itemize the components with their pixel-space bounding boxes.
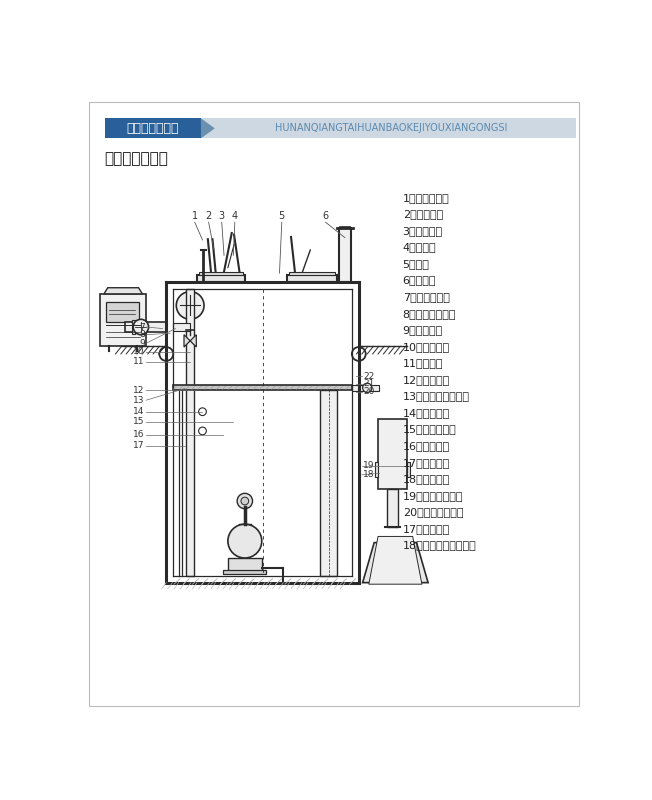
Text: 18: 18 — [363, 470, 375, 479]
Bar — [125, 322, 166, 332]
Bar — [387, 489, 398, 527]
Bar — [132, 320, 135, 334]
Bar — [287, 274, 337, 282]
Text: 20: 20 — [363, 387, 375, 396]
Text: 11、止回阀: 11、止回阀 — [403, 358, 443, 368]
Polygon shape — [369, 537, 422, 584]
Bar — [197, 274, 245, 282]
Text: 14、液位浮球: 14、液位浮球 — [403, 408, 450, 418]
Bar — [352, 385, 379, 391]
Text: 14: 14 — [134, 407, 145, 416]
Bar — [100, 294, 146, 346]
Text: 一体化泵站安装: 一体化泵站安装 — [105, 152, 169, 166]
Circle shape — [228, 524, 261, 558]
Text: 7: 7 — [139, 322, 145, 331]
Bar — [201, 118, 576, 138]
Text: 4: 4 — [231, 210, 238, 221]
Bar — [375, 462, 378, 477]
Text: 一体化预制泵站: 一体化预制泵站 — [126, 122, 179, 135]
Text: 21: 21 — [363, 379, 375, 389]
Text: 18、进水管道: 18、进水管道 — [403, 474, 450, 484]
Circle shape — [237, 494, 252, 509]
Text: 8、出口柔性接头: 8、出口柔性接头 — [403, 309, 456, 318]
Text: 18、粉碎格栅安装系统: 18、粉碎格栅安装系统 — [403, 540, 477, 550]
Text: 6: 6 — [323, 210, 329, 221]
Text: 10: 10 — [133, 347, 145, 356]
Bar — [378, 419, 408, 489]
Text: 2: 2 — [205, 210, 212, 221]
Text: 17: 17 — [133, 441, 145, 450]
Bar — [339, 229, 351, 282]
Circle shape — [176, 291, 204, 319]
Bar — [105, 118, 201, 138]
Circle shape — [363, 383, 372, 393]
Text: 8: 8 — [139, 330, 145, 339]
Text: 20、固定辅助格栅: 20、固定辅助格栅 — [403, 507, 463, 517]
Text: 9: 9 — [139, 338, 145, 348]
Bar — [186, 290, 194, 576]
Bar — [143, 320, 146, 334]
Text: 12: 12 — [134, 386, 145, 394]
Text: 13、水泵导轨及爬梯: 13、水泵导轨及爬梯 — [403, 391, 469, 402]
Text: 16: 16 — [133, 430, 145, 439]
Bar — [408, 462, 410, 477]
Circle shape — [133, 319, 149, 334]
Bar — [173, 323, 190, 331]
Text: 19、进口柔性接头: 19、进口柔性接头 — [403, 490, 463, 501]
Bar — [200, 271, 243, 274]
Text: 1: 1 — [192, 210, 198, 221]
Bar — [320, 390, 337, 576]
Text: HUNANQIANGTAIHUANBAOKEJIYOUXIANGONGSI: HUNANQIANGTAIHUANBAOKEJIYOUXIANGONGSI — [275, 123, 507, 134]
Text: 2、爬梯扶手: 2、爬梯扶手 — [403, 209, 443, 219]
Bar — [223, 570, 267, 574]
Text: 15、潜水排污泵: 15、潜水排污泵 — [403, 425, 456, 434]
Text: 12、检修平台: 12、检修平台 — [403, 374, 450, 385]
Text: 7、电缆穿线孔: 7、电缆穿线孔 — [403, 292, 450, 302]
Polygon shape — [104, 288, 142, 294]
Text: 5: 5 — [278, 210, 285, 221]
Text: 6、排气孔: 6、排气孔 — [403, 275, 436, 286]
Text: 17、智能底部: 17、智能底部 — [403, 458, 450, 467]
Text: 1、水泵控制柜: 1、水泵控制柜 — [403, 193, 449, 202]
Text: 3: 3 — [218, 210, 225, 221]
Text: 11: 11 — [133, 357, 145, 366]
Bar — [228, 558, 261, 572]
Bar — [173, 385, 352, 390]
Bar — [106, 302, 139, 322]
Text: 17、粉碎格栅: 17、粉碎格栅 — [403, 524, 450, 534]
Text: 16、耦合底座: 16、耦合底座 — [403, 441, 450, 451]
Text: 9、出水管道: 9、出水管道 — [403, 325, 443, 335]
Polygon shape — [363, 542, 428, 582]
Text: 15: 15 — [133, 418, 145, 426]
Text: 19: 19 — [363, 461, 375, 470]
Circle shape — [241, 497, 248, 505]
Text: 10、手动闸阀: 10、手动闸阀 — [403, 342, 450, 352]
Polygon shape — [184, 334, 196, 347]
Text: 4、气弹簧: 4、气弹簧 — [403, 242, 436, 252]
Text: 3、安全格栅: 3、安全格栅 — [403, 226, 443, 236]
Polygon shape — [201, 118, 215, 138]
Text: 5、盖板: 5、盖板 — [403, 259, 430, 269]
Text: 13: 13 — [133, 396, 145, 405]
Bar — [289, 271, 335, 274]
Text: 22: 22 — [363, 372, 375, 381]
